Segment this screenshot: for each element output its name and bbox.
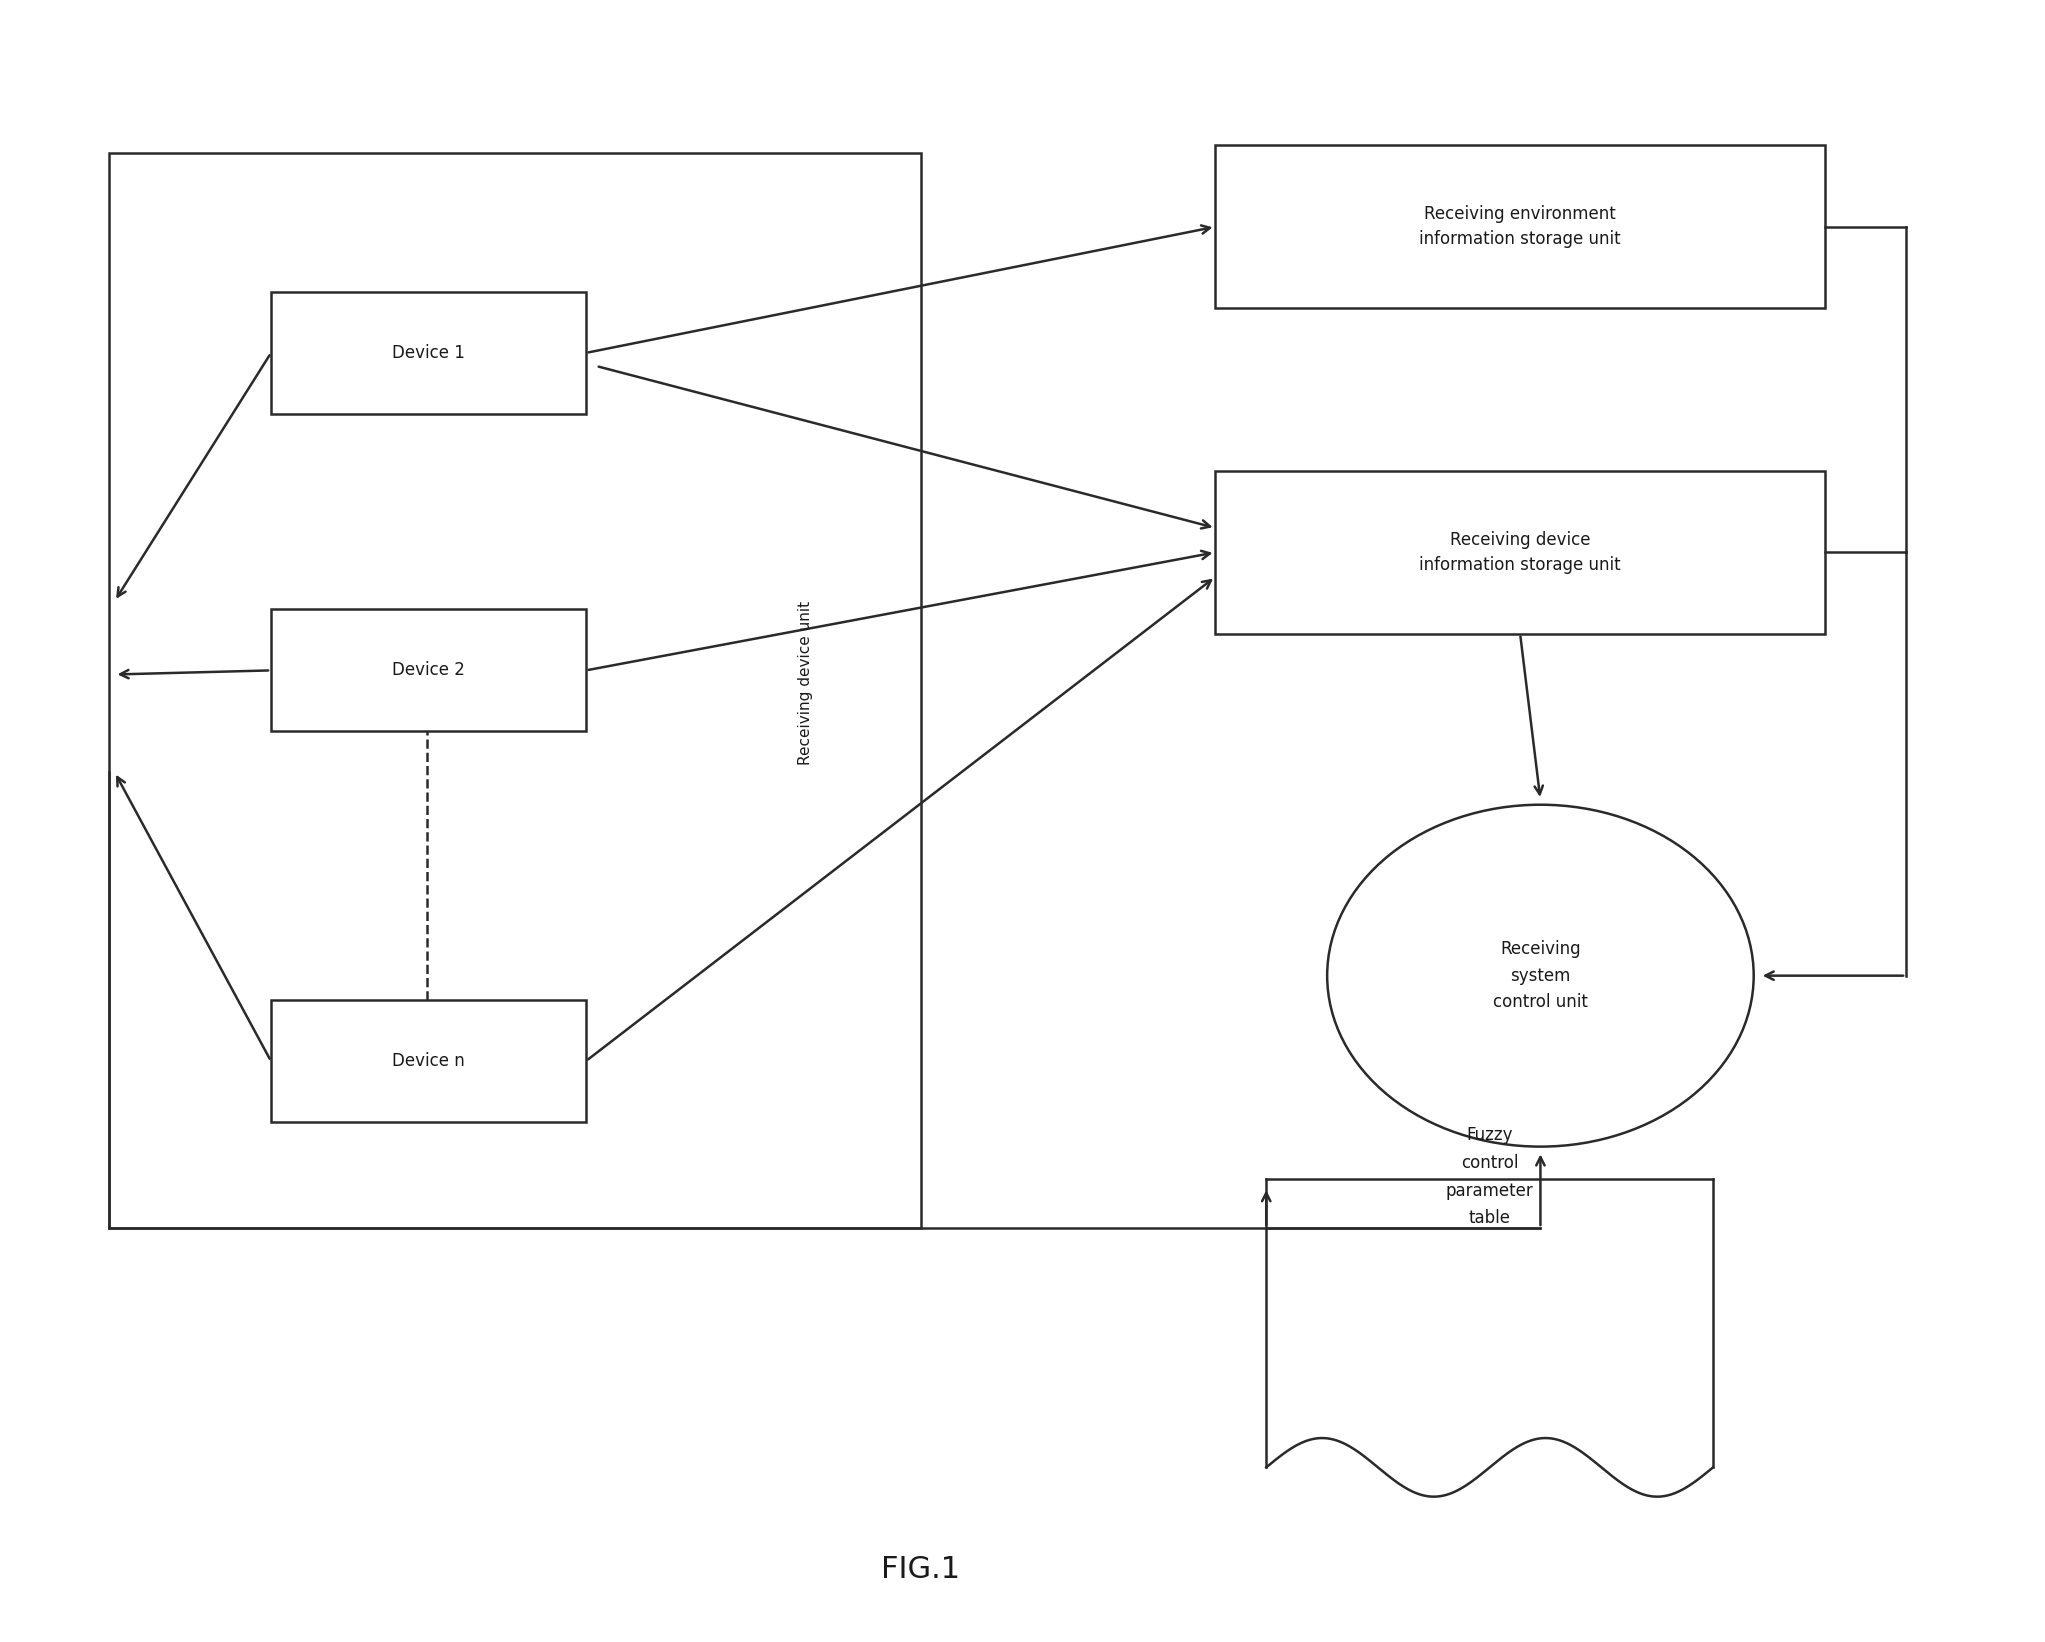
Bar	[272, 292, 585, 414]
Text: Fuzzy
control
parameter
table: Fuzzy control parameter table	[1446, 1126, 1534, 1228]
Bar	[1215, 471, 1824, 634]
Bar	[108, 153, 920, 1228]
Circle shape	[1327, 805, 1755, 1146]
Text: Receiving environment
information storage unit: Receiving environment information storag…	[1419, 205, 1622, 248]
Text: Device 1: Device 1	[393, 343, 464, 361]
Text: Receiving
system
control unit: Receiving system control unit	[1493, 941, 1587, 1011]
Text: Device n: Device n	[393, 1053, 464, 1071]
Text: Receiving device unit: Receiving device unit	[798, 601, 812, 765]
Text: Device 2: Device 2	[393, 662, 464, 680]
Text: FIG.1: FIG.1	[881, 1555, 961, 1585]
Text: Receiving device
information storage unit: Receiving device information storage uni…	[1419, 530, 1622, 573]
Bar	[272, 1000, 585, 1121]
Bar	[1215, 146, 1824, 309]
Bar	[272, 609, 585, 731]
